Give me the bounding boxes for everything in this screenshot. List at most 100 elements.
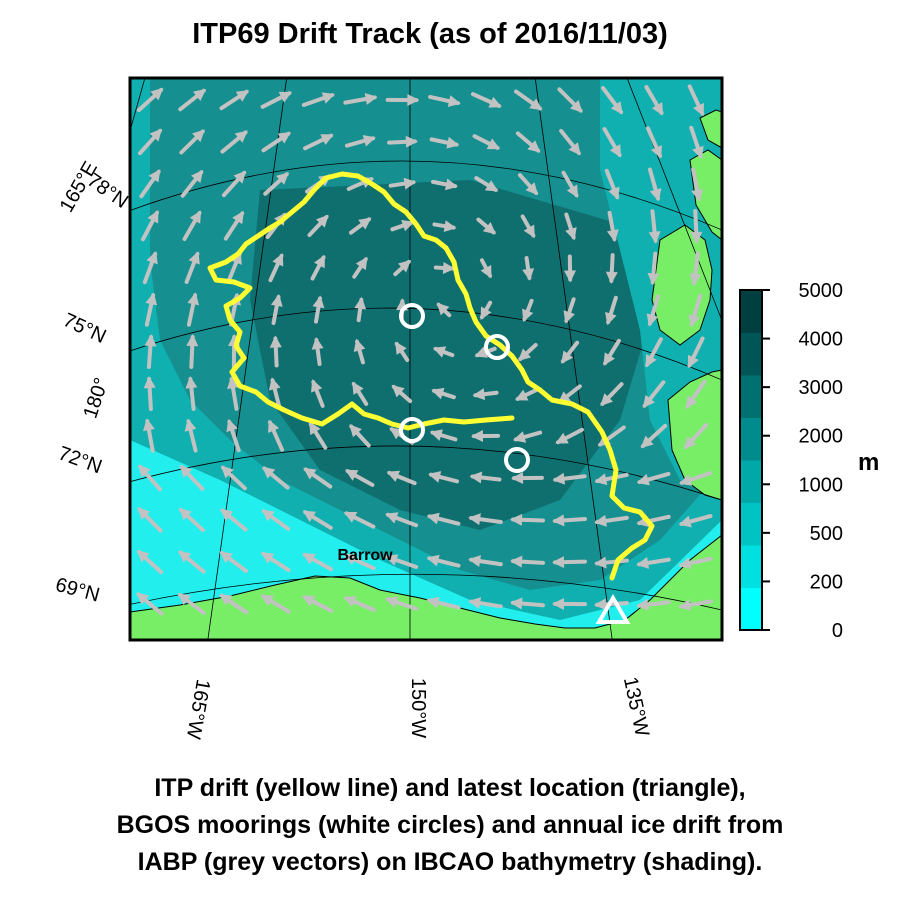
drift-vector bbox=[219, 551, 249, 573]
drift-vector bbox=[310, 254, 326, 281]
drift-vector bbox=[178, 550, 206, 574]
drift-vector bbox=[594, 556, 629, 569]
drift-vector bbox=[384, 596, 419, 611]
drift-vector bbox=[603, 338, 621, 366]
drift-vector bbox=[349, 217, 372, 235]
drift-vector bbox=[302, 510, 333, 530]
drift-vector bbox=[312, 295, 325, 324]
colorbar-swatch bbox=[740, 460, 762, 503]
drift-vector bbox=[678, 471, 713, 486]
lon-label-165w: 165°W bbox=[182, 677, 214, 740]
drift-vector bbox=[518, 343, 538, 362]
mooring-d bbox=[504, 447, 530, 473]
drift-vector bbox=[177, 592, 206, 616]
drift-vector bbox=[678, 514, 713, 528]
drift-vector bbox=[426, 554, 461, 568]
drift-vector bbox=[642, 380, 666, 409]
drift-vector bbox=[137, 128, 163, 156]
drift-vector bbox=[345, 469, 375, 487]
drift-vector bbox=[311, 379, 325, 408]
drift-vector bbox=[137, 507, 163, 533]
drift-vector bbox=[144, 292, 158, 327]
drift-vector bbox=[179, 129, 205, 155]
drift-vector bbox=[428, 471, 459, 484]
drift-vector bbox=[432, 220, 457, 233]
colorbar-swatch bbox=[740, 332, 762, 376]
drift-vector bbox=[268, 377, 282, 410]
drift-vector bbox=[432, 346, 455, 358]
drift-vector bbox=[301, 92, 335, 107]
figure-caption: ITP drift (yellow line) and latest locat… bbox=[0, 770, 900, 881]
drift-vector bbox=[602, 127, 622, 158]
drift-vector bbox=[472, 388, 499, 401]
caption-line-2: BGOS moorings (white circles) and annual… bbox=[116, 811, 784, 839]
drift-vector bbox=[476, 217, 496, 235]
drift-vector bbox=[644, 85, 664, 116]
drift-vector bbox=[139, 169, 161, 199]
drift-vector bbox=[143, 418, 155, 453]
drift-vector bbox=[645, 337, 663, 368]
map-frame bbox=[128, 76, 724, 642]
drift-vector bbox=[685, 379, 707, 409]
drift-vector bbox=[510, 555, 545, 568]
drift-vector bbox=[138, 464, 162, 492]
drift-vector bbox=[429, 136, 460, 149]
drift-vector bbox=[594, 472, 629, 486]
drift-vector bbox=[647, 167, 662, 202]
drift-vector bbox=[563, 297, 576, 324]
drift-vector bbox=[474, 176, 499, 192]
drift-vector bbox=[678, 556, 713, 570]
drift-vector bbox=[557, 87, 583, 113]
map-title: ITP69 Drift Track (as of 2016/11/03) bbox=[192, 18, 668, 50]
colorbar-tick-label: 500 bbox=[810, 523, 843, 545]
map-content: Barrow bbox=[130, 78, 722, 640]
drift-vector bbox=[515, 387, 541, 401]
latest-location-triangle bbox=[595, 594, 631, 624]
drift-vector bbox=[388, 177, 417, 190]
drift-vector bbox=[552, 514, 587, 527]
drift-vector bbox=[352, 256, 368, 279]
drift-vector bbox=[260, 91, 293, 109]
drift-vector bbox=[184, 418, 198, 453]
drift-vector bbox=[391, 384, 413, 404]
drift-vector bbox=[219, 593, 249, 615]
drift-vector bbox=[468, 513, 503, 526]
lon-label-150w: 150°W bbox=[407, 678, 429, 738]
drift-vector bbox=[646, 294, 661, 327]
drift-vector bbox=[343, 511, 376, 529]
drift-vector bbox=[479, 258, 493, 279]
drift-vector bbox=[344, 135, 376, 148]
drift-vector bbox=[390, 219, 415, 232]
drift-vector bbox=[606, 210, 619, 243]
colorbar-unit: m bbox=[858, 449, 879, 476]
drift-vector bbox=[429, 429, 458, 442]
colorbar-frame bbox=[739, 289, 763, 631]
drift-vector bbox=[691, 167, 704, 202]
drift-vector bbox=[226, 418, 241, 453]
drift-vector bbox=[178, 88, 207, 112]
colorbar-swatch bbox=[740, 587, 762, 631]
drift-vector bbox=[605, 295, 618, 326]
drift-vector bbox=[468, 597, 503, 609]
drift-vector bbox=[510, 597, 545, 610]
drift-vector bbox=[142, 251, 158, 285]
drift-vector bbox=[560, 340, 580, 364]
colorbar-tick-label: 3000 bbox=[799, 377, 844, 399]
mooring-c bbox=[399, 417, 425, 443]
drift-vector bbox=[349, 424, 371, 448]
mooring-b bbox=[484, 334, 510, 360]
drift-vector bbox=[220, 130, 248, 154]
graticule bbox=[130, 78, 722, 640]
colorbar-tick-label: 200 bbox=[810, 571, 843, 593]
drift-vector bbox=[514, 89, 543, 111]
drift-vector bbox=[594, 598, 629, 611]
drift-vector bbox=[433, 261, 456, 274]
colorbar-swatch bbox=[740, 375, 762, 418]
drift-vector bbox=[136, 87, 164, 113]
lat-label-69: 69°N bbox=[53, 574, 102, 607]
drift-vector bbox=[515, 131, 541, 153]
drift-vector bbox=[512, 430, 543, 443]
drift-vector bbox=[469, 471, 502, 484]
drift-vector bbox=[180, 169, 204, 198]
drift-vector bbox=[428, 94, 461, 107]
